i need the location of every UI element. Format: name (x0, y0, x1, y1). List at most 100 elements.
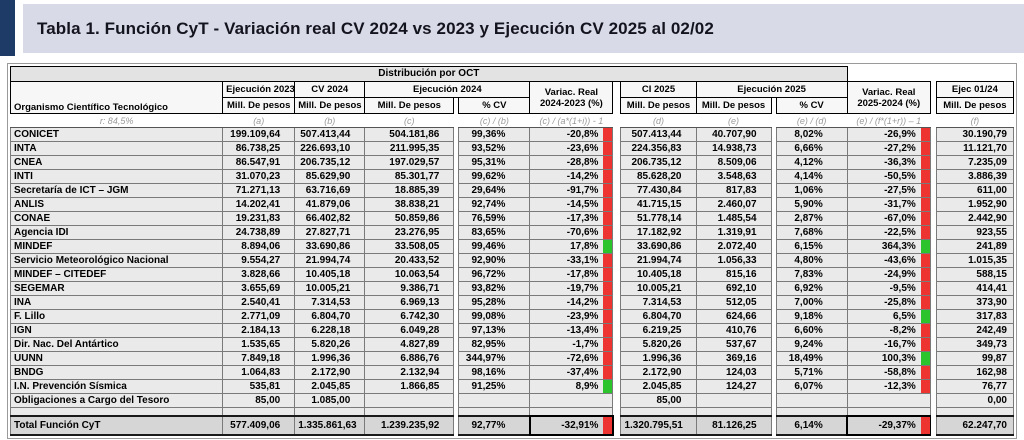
value-cell: 4.827,89 (364, 337, 455, 352)
value-cell: 29,64% (458, 183, 531, 198)
variac-cell: -24,9% (846, 267, 931, 282)
value-cell: 85,00 (222, 393, 296, 408)
variac-value: -24,9% (884, 268, 916, 280)
organismo-cell: Total Función CyT (9, 415, 224, 436)
column-gap (612, 225, 621, 240)
variac-cell: -26,9% (846, 127, 931, 142)
column-gap (771, 309, 777, 324)
value-cell: 86.738,25 (222, 141, 296, 156)
variac-value: -67,0% (884, 212, 916, 224)
sub-header-gap (453, 97, 459, 114)
cyt-table: Distribución por OCT Organismo Científic… (9, 66, 1015, 436)
column-gap (453, 416, 459, 435)
column-gap (612, 337, 621, 352)
variac-cell: -14,5% (529, 197, 614, 212)
variac-value: -32,91% (561, 419, 599, 431)
formula-row: r: 84,5% (a) (b) (c) (c) / (b) (c) / (a*… (10, 113, 1014, 128)
organismo-cell: Agencia IDI (9, 225, 224, 240)
negative-indicator-bar (603, 156, 612, 169)
value-cell: 4,80% (775, 253, 848, 268)
column-gap (930, 281, 937, 296)
variac-cell: -67,0% (846, 211, 931, 226)
column-gap (771, 379, 777, 394)
negative-indicator-bar (603, 170, 612, 183)
value-cell: 97,13% (458, 323, 531, 338)
value-cell: 373,90 (935, 295, 1015, 310)
value-cell: 1.319,91 (695, 225, 772, 240)
value-cell: 2.442,90 (935, 211, 1015, 226)
value-cell: 5,71% (775, 365, 848, 380)
value-cell: 410,76 (695, 323, 772, 338)
value-cell: 14.938,73 (695, 141, 772, 156)
col-header-ejecucion-2023: Ejecución 2023 (222, 81, 296, 98)
sub-header-mill-a: Mill. De pesos (222, 97, 296, 114)
variac-value: -14,2% (566, 170, 599, 182)
value-cell: 226.693,10 (294, 141, 366, 156)
value-cell: 124,27 (695, 379, 772, 394)
formula-gap (453, 113, 459, 128)
column-gap (612, 127, 621, 142)
table-row: MINDEF – CITEDEF 3.828,66 10.405,18 10.063,… (9, 267, 1015, 282)
value-cell: 96,72% (458, 267, 531, 282)
distribucion-header: Distribución por OCT (10, 66, 848, 82)
column-gap (453, 183, 459, 198)
organismo-cell: SEGEMAR (9, 281, 224, 296)
column-gap (453, 407, 459, 416)
value-cell: 21.994,74 (294, 253, 366, 268)
column-gap (453, 267, 459, 282)
formula-rate: r: 84,5% (10, 113, 223, 128)
column-gap (453, 337, 459, 352)
column-gap (612, 365, 621, 380)
value-cell: 1.056,33 (695, 253, 772, 268)
variac-cell: -22,5% (846, 225, 931, 240)
value-cell: 8.509,06 (695, 155, 772, 170)
spacer-row (9, 407, 1015, 417)
formula-c: (c) (364, 113, 454, 128)
negative-indicator-bar (920, 296, 930, 309)
value-cell: 1.320.795,51 (620, 415, 697, 436)
value-cell: 76,77 (935, 379, 1015, 394)
variac-value: -23,9% (566, 310, 599, 322)
value-cell: 6,07% (775, 379, 848, 394)
value-cell: 63.716,69 (294, 183, 366, 198)
value-cell: 7,68% (775, 225, 848, 240)
negative-indicator-bar (920, 338, 930, 351)
column-gap (930, 225, 937, 240)
value-cell: 815,16 (695, 267, 772, 282)
formula-a: (a) (222, 113, 295, 128)
column-gap (612, 323, 621, 338)
negative-indicator-bar (603, 296, 612, 309)
header-gap (612, 81, 621, 114)
table-row: Dir. Nac. Del Antártico 1.535,65 5.820,26 4… (9, 337, 1015, 352)
value-cell: 241,89 (935, 239, 1015, 254)
table-row: MINDEF 8.894,06 33.690,86 33.508,05 99,46% 17… (9, 239, 1015, 254)
value-cell: 20.433,52 (364, 253, 455, 268)
table-header: Distribución por OCT Organismo Científic… (9, 66, 1015, 128)
column-gap (771, 323, 777, 338)
column-gap (771, 351, 777, 366)
value-cell: 5.820,26 (294, 337, 366, 352)
value-cell: 3.886,39 (935, 169, 1015, 184)
value-cell: 577.409,06 (222, 415, 296, 436)
value-cell: 85.628,20 (620, 169, 697, 184)
negative-indicator-bar (920, 254, 930, 267)
organismo-cell (9, 407, 224, 417)
variac-value: -27,5% (884, 184, 916, 196)
value-cell: 18,49% (775, 351, 848, 366)
variac-value: -17,3% (566, 212, 599, 224)
variac-value: -22,5% (884, 226, 916, 238)
value-cell (935, 407, 1015, 417)
column-gap (930, 211, 937, 226)
negative-indicator-bar (603, 338, 612, 351)
table-row: SEGEMAR 3.655,69 10.005,21 9.386,71 93,82% -1… (9, 281, 1015, 296)
column-gap (930, 323, 937, 338)
value-cell: 41.715,15 (620, 197, 697, 212)
value-cell: 7,00% (775, 295, 848, 310)
negative-indicator-bar (603, 198, 612, 211)
value-cell: 2.172,90 (620, 365, 697, 380)
variac-value: -72,6% (566, 352, 599, 364)
value-cell: 7.849,18 (222, 351, 296, 366)
variac-value: -91,7% (566, 184, 599, 196)
col-header-cv-2024: CV 2024 (294, 81, 366, 98)
value-cell: 369,16 (695, 351, 772, 366)
